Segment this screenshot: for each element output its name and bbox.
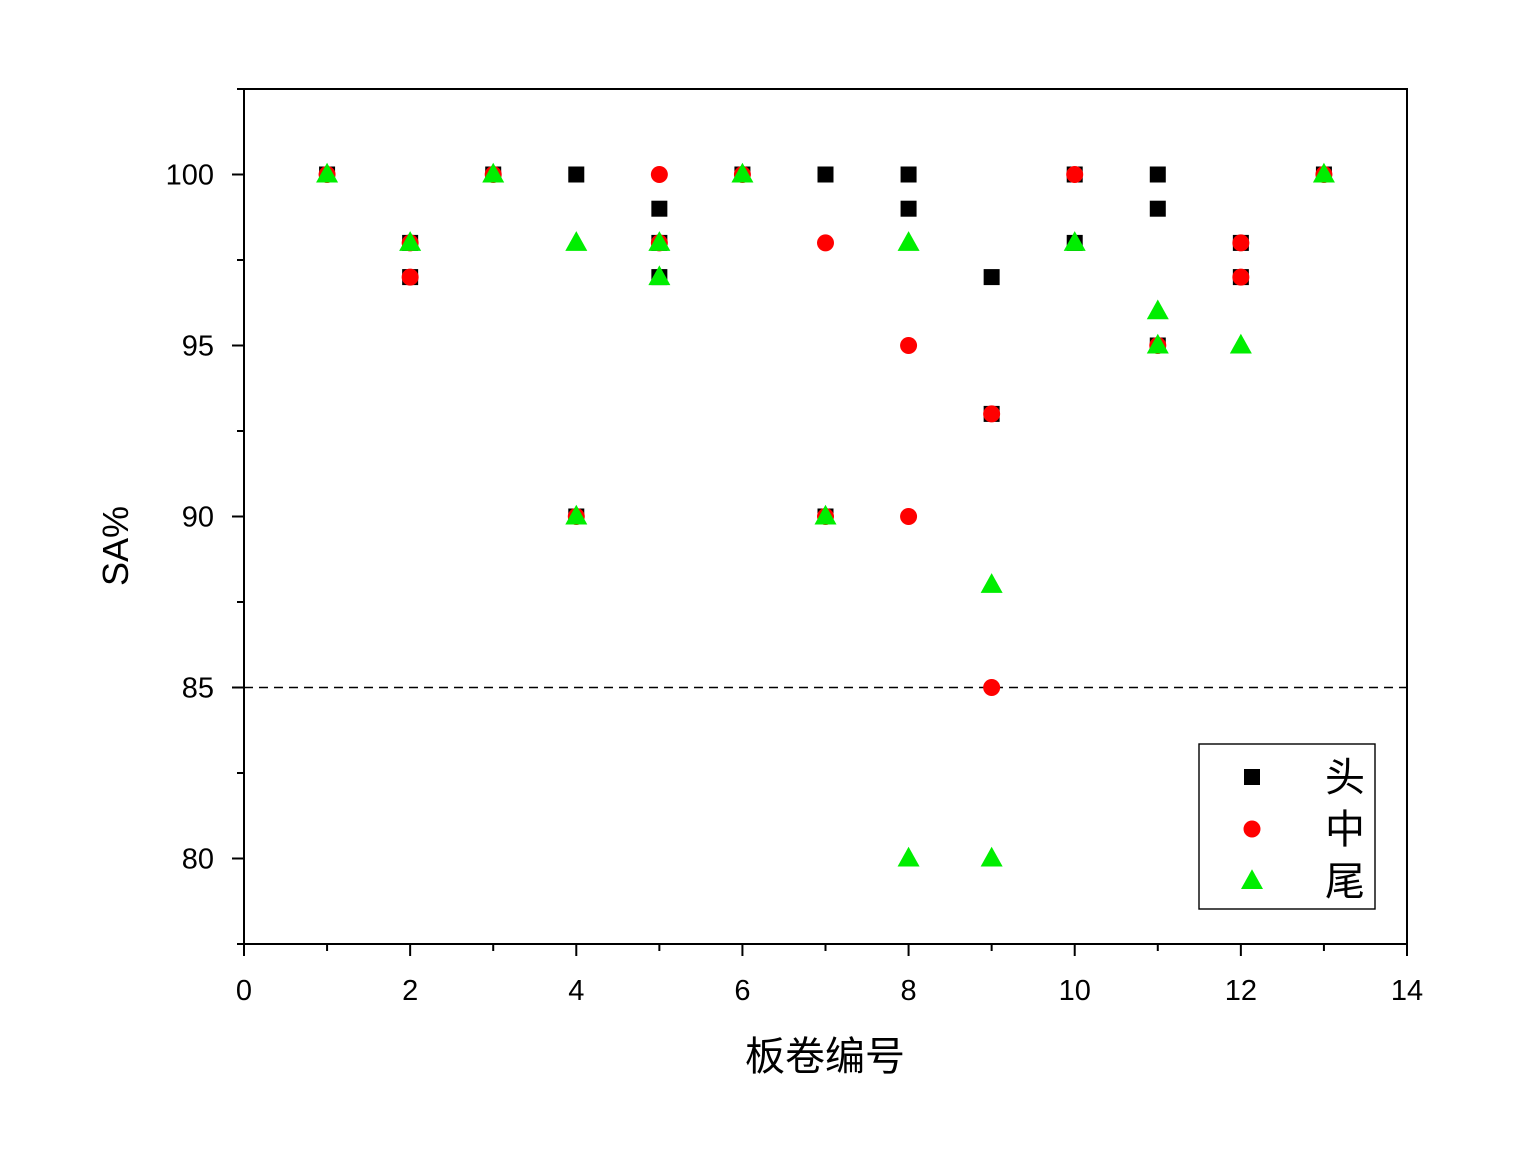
data-point [1063, 231, 1086, 251]
legend-marker [1241, 869, 1263, 889]
data-point [900, 166, 917, 183]
data-point [568, 166, 585, 183]
data-points [316, 162, 1335, 867]
data-point [1229, 333, 1252, 354]
data-point [482, 162, 505, 183]
data-point [980, 573, 1003, 593]
x-axis-title: 板卷编号 [745, 1034, 905, 1080]
data-point [983, 269, 1000, 286]
y-axis-title: SA% [95, 506, 136, 586]
data-point [1149, 200, 1166, 217]
axes: 0 2 4 6 8 10 12 14 80 85 90 95 100 [166, 88, 1423, 1007]
legend-marker [1243, 820, 1261, 838]
data-point [983, 405, 1001, 423]
data-point [1232, 268, 1250, 286]
data-point [817, 234, 834, 252]
data-point [980, 846, 1003, 867]
data-point [897, 231, 920, 251]
data-point [897, 846, 920, 867]
data-point [651, 200, 668, 217]
legend-label: 尾 [1325, 859, 1365, 905]
data-point [1146, 299, 1169, 320]
y-tick-label: 90 [182, 502, 214, 534]
data-point [900, 337, 918, 354]
data-point [399, 231, 422, 251]
data-point [648, 231, 671, 251]
series-square [319, 166, 1332, 525]
legend-label: 中 [1325, 807, 1365, 853]
data-point [900, 508, 918, 525]
data-point [1149, 166, 1166, 183]
data-point [817, 166, 834, 183]
legend-box [1198, 743, 1376, 910]
x-tick-label: 8 [901, 975, 917, 1007]
legend-label: 头 [1325, 755, 1365, 801]
x-tick-label: 4 [568, 975, 584, 1007]
data-point [900, 200, 917, 217]
x-tick-label: 12 [1225, 975, 1257, 1007]
legend: 头中尾 [1198, 743, 1376, 910]
series-circle [318, 166, 1333, 696]
x-tick-label: 2 [402, 975, 418, 1007]
legend-marker [1244, 769, 1260, 785]
series-triangle [316, 162, 1335, 867]
data-point [650, 166, 668, 183]
y-tick-label: 85 [182, 673, 214, 705]
data-point [814, 504, 837, 525]
data-point [1232, 234, 1250, 252]
x-tick-label: 6 [734, 975, 750, 1007]
x-tick-label: 14 [1391, 975, 1423, 1007]
data-point [401, 268, 419, 286]
data-point [1146, 333, 1169, 354]
x-tick-label: 10 [1059, 975, 1091, 1007]
x-tick-label: 0 [236, 975, 252, 1007]
y-tick-label: 100 [166, 160, 214, 192]
data-point [983, 679, 1001, 696]
data-point [1312, 162, 1335, 183]
y-tick-label: 95 [182, 331, 214, 363]
data-point [1066, 166, 1084, 183]
data-point [731, 162, 754, 183]
data-point [565, 504, 588, 525]
y-tick-label: 80 [182, 844, 214, 876]
data-point [565, 231, 588, 251]
data-point [316, 162, 339, 183]
data-point [648, 265, 671, 286]
